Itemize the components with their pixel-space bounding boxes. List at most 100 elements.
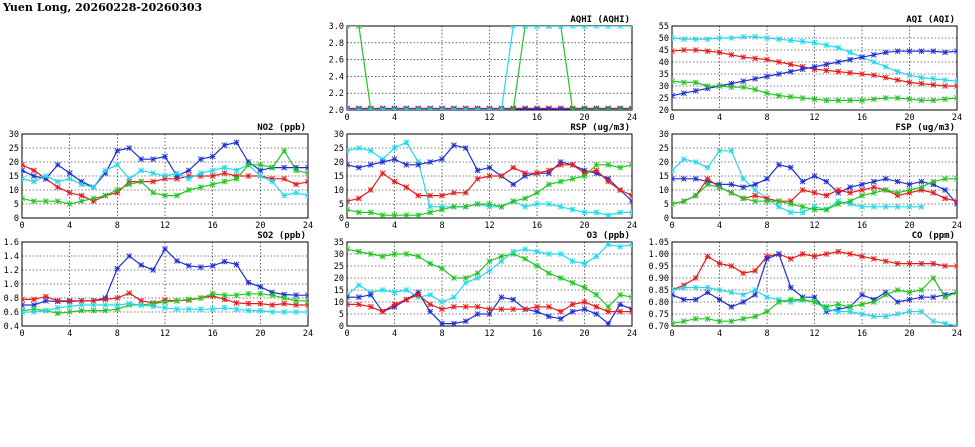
rsp-cyan-point (557, 203, 564, 210)
aqi-series-cyan (672, 33, 957, 85)
aqi-red-point (728, 51, 735, 58)
no2-title: NO2 (ppb) (257, 123, 306, 133)
co-xtick-label: 12 (809, 329, 819, 339)
rsp-blue-point (439, 156, 445, 163)
aqi-red-point (823, 67, 830, 74)
o3-red-point (486, 306, 493, 313)
o3-ytick-label: 10 (334, 298, 344, 308)
co-blue-point (906, 296, 913, 303)
no2-cyan-point (173, 170, 180, 177)
o3-xtick-label: 8 (439, 329, 444, 339)
rsp-blue-point (557, 159, 564, 165)
no2-blue-point (257, 167, 264, 174)
rsp-blue-point (403, 161, 410, 168)
no2-green-point (114, 187, 121, 193)
o3-red-point (379, 308, 386, 315)
co-cyan-point (906, 308, 913, 315)
o3-red-point (427, 301, 434, 308)
fsp-blue-point (882, 175, 889, 182)
co-series-red (672, 248, 957, 293)
rsp-cyan-point (581, 209, 588, 216)
aqhi-cyan-point (347, 107, 350, 110)
so2-green-point (78, 307, 85, 314)
rsp-ytick-label: 10 (334, 186, 344, 196)
aqi-red-point (704, 48, 711, 55)
no2-xtick-label: 8 (115, 221, 120, 231)
aqhi-cyan-point (545, 26, 552, 29)
o3-red-point (510, 306, 517, 313)
no2-red-point (150, 178, 157, 185)
so2-red-point (269, 302, 276, 308)
o3-ytick-label: 0 (339, 322, 344, 332)
fsp-red-point (954, 198, 957, 205)
o3-red-point (522, 306, 529, 313)
rsp-blue-point (629, 198, 632, 205)
so2-red-point (245, 300, 252, 307)
aqi-cyan-point (954, 78, 957, 85)
o3-blue-point (474, 311, 481, 317)
aqhi-xtick-label: 12 (484, 113, 494, 123)
so2-green-point (281, 295, 288, 301)
o3-green-point (347, 246, 350, 253)
aqi-cyan-point (680, 36, 687, 43)
rsp-red-point (569, 161, 576, 168)
rsp-red-point (427, 192, 434, 199)
rsp-green-point (581, 173, 588, 179)
o3-red-point (498, 306, 505, 313)
aqhi-cyan-point (379, 107, 386, 110)
o3-cyan-point (450, 294, 457, 301)
aqi-xtick-label: 24 (952, 113, 962, 123)
co-red-point (870, 255, 877, 262)
no2-cyan-point (257, 173, 264, 179)
so2-red-point (78, 297, 85, 304)
aqi-blue-point (823, 61, 830, 68)
fsp-series-blue (672, 161, 957, 207)
o3-cyan-point (593, 253, 600, 260)
rsp-xtick-label: 4 (392, 221, 397, 231)
co-ytick-label: 0.70 (649, 322, 669, 332)
aqi-cyan-point (692, 36, 699, 43)
fsp-xtick-label: 24 (952, 221, 962, 231)
aqi-xtick-label: 0 (669, 113, 674, 123)
rsp-red-point (415, 192, 422, 199)
fsp-series-green (672, 175, 957, 213)
no2-xtick-label: 4 (67, 221, 72, 231)
no2-cyan-point (78, 181, 85, 188)
rsp-title: RSP (ug/m3) (570, 123, 630, 133)
aqi-cyan-point (847, 49, 854, 56)
aqhi-ytick-label: 3.0 (329, 22, 344, 32)
fsp-green-point (672, 201, 675, 207)
so2-cyan-point (30, 309, 37, 315)
so2-green-point (185, 296, 192, 303)
so2-green-point (269, 292, 276, 299)
rsp-ytick-label: 0 (339, 214, 344, 224)
aqi-blue-point (752, 75, 759, 82)
aqhi-cyan-point (403, 107, 410, 110)
aqi-series-blue (672, 48, 957, 99)
so2-cyan-point (257, 307, 264, 314)
aqi-red-point (847, 69, 854, 76)
no2-green-point (293, 167, 300, 174)
no2-green-point (245, 161, 252, 168)
o3-green-point (415, 253, 422, 260)
fsp-ytick-label: 25 (659, 144, 669, 154)
rsp-green-point (593, 161, 600, 168)
o3-cyan-point (510, 248, 517, 255)
o3-blue-point (534, 308, 540, 315)
fsp-red-point (835, 187, 842, 193)
co-green-point (930, 275, 937, 281)
co-red-point (740, 270, 747, 277)
fsp-green-point (882, 187, 889, 193)
aqi-blue-point (906, 48, 913, 55)
rsp-red-point (534, 170, 540, 177)
so2-red-point (138, 297, 145, 304)
aqhi-cyan-point (569, 26, 576, 29)
rsp-green-point (439, 206, 445, 213)
aqi-green-point (847, 97, 854, 104)
page-title: Yuen Long, 20260228-20260303 (3, 1, 203, 14)
aqi-green-point (894, 95, 901, 101)
co-blue-point (764, 255, 770, 262)
aqi-cyan-point (764, 35, 770, 41)
so2-green-point (150, 300, 157, 307)
aqhi-green-point (617, 107, 624, 110)
